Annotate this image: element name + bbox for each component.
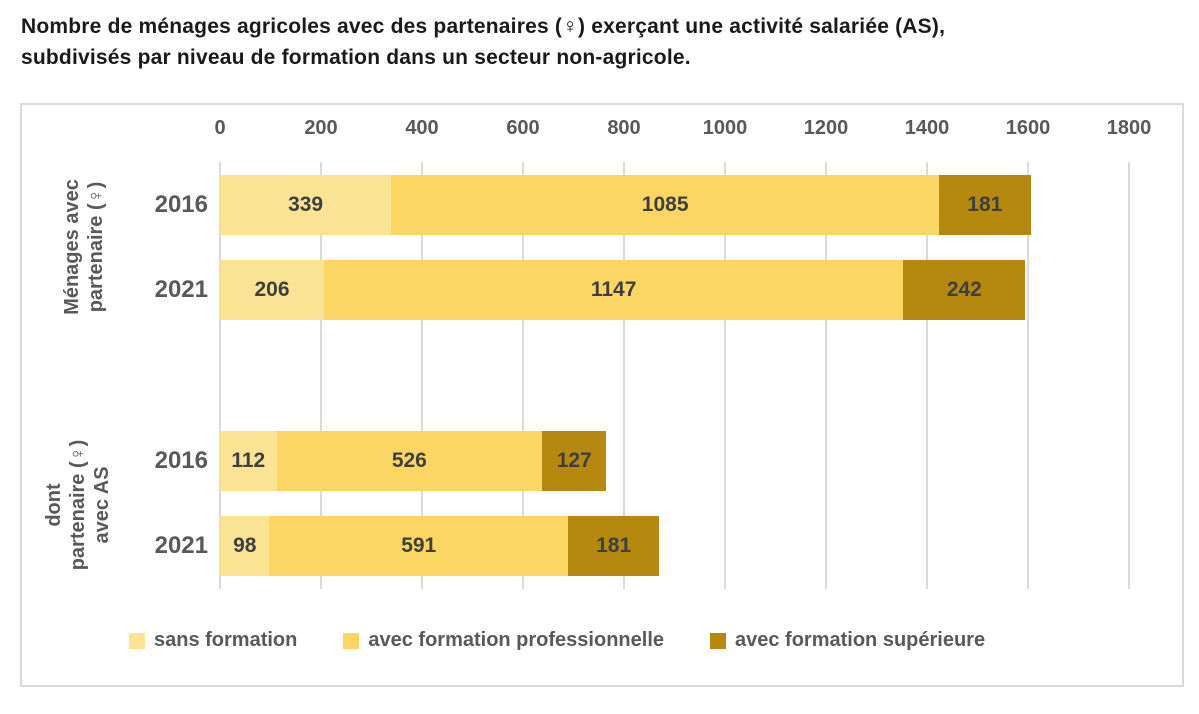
gridline (522, 162, 524, 589)
bar-value-label: 98 (233, 534, 257, 558)
bar-value-label: 339 (288, 192, 324, 216)
year-label-2016: 2016 (154, 446, 208, 474)
gridline (219, 162, 221, 589)
bar-value-label: 591 (401, 534, 437, 558)
year-label-2021: 2021 (154, 532, 208, 560)
gridline (724, 162, 726, 589)
legend-item-sans-formation: sans formation (129, 629, 297, 652)
chart-container: 0 200 400 600 800 1000 1200 1400 1600 1800 339 108… (20, 103, 1184, 687)
gridline (421, 162, 423, 589)
legend-label-sans-formation: sans formation (154, 629, 298, 651)
gridline (1027, 162, 1029, 589)
page-title-line-2: subdivisés par niveau de formation dans … (21, 46, 691, 69)
year-label-2021: 2021 (154, 276, 208, 304)
x-axis-tick: 600 (506, 117, 540, 139)
x-axis-tick: 200 (304, 117, 338, 139)
gridline (1128, 162, 1130, 589)
stacked-bar-2021: 206 1147 242 (220, 260, 1129, 321)
gridline (825, 162, 827, 589)
x-axis-tick: 1400 (904, 117, 950, 139)
bar-segment-sans-formation: 112 (220, 430, 277, 491)
stacked-bar-2016: 339 1085 181 (220, 174, 1129, 235)
year-label-2016: 2016 (154, 190, 208, 218)
legend: sans formation avec formation profession… (129, 629, 985, 652)
legend-swatch-avec-formation-professionnelle-icon (343, 632, 360, 649)
group-label-dont-partenaire-avec-as: dont partenaire (♀) avec AS (43, 439, 113, 571)
bar-value-label: 206 (254, 278, 290, 302)
gridline (320, 162, 322, 589)
stacked-bar-2021: 98 591 181 (220, 516, 1129, 577)
bar-value-label: 526 (391, 448, 427, 472)
plot-area: 339 1085 181 206 1147 242 112 526 127 98 591 181 (219, 162, 1130, 589)
page-title-line-1: Nombre de ménages agricoles avec des par… (21, 15, 946, 38)
bar-value-label: 112 (231, 448, 266, 472)
bar-value-label: 1085 (641, 192, 689, 216)
bar-value-label: 127 (556, 448, 592, 472)
x-axis-tick: 800 (607, 117, 641, 139)
bar-segment-avec-formation-professionnelle: 1147 (324, 260, 904, 321)
bar-segment-avec-formation-superieure: 181 (939, 174, 1031, 235)
bar-segment-avec-formation-superieure: 181 (567, 516, 660, 577)
x-axis-tick: 0 (214, 117, 226, 139)
x-axis-tick: 1200 (803, 117, 849, 139)
bar-segment-sans-formation: 206 (220, 260, 325, 321)
legend-label-avec-formation-superieure: avec formation supérieure (735, 629, 986, 651)
bar-value-label: 242 (946, 278, 982, 302)
group-label-menages-avec-partenaire: Ménages avec partenaire (♀) (61, 179, 107, 315)
bar-value-label: 1147 (590, 278, 637, 302)
legend-swatch-sans-formation-icon (129, 632, 145, 649)
bar-segment-avec-formation-superieure: 127 (542, 430, 607, 491)
bar-segment-avec-formation-professionnelle: 526 (276, 430, 543, 491)
x-axis-tick: 1000 (702, 117, 748, 139)
bar-segment-sans-formation: 339 (220, 174, 392, 235)
legend-label-avec-formation-professionnelle: avec formation professionnelle (368, 629, 664, 651)
page-title: Nombre de ménages agricoles avec des par… (21, 11, 945, 73)
bar-segment-avec-formation-professionnelle: 1085 (391, 174, 940, 235)
gridline (926, 162, 928, 589)
bar-segment-avec-formation-professionnelle: 591 (269, 516, 568, 577)
x-axis-tick: 1600 (1005, 117, 1051, 139)
bar-segment-avec-formation-superieure: 242 (903, 260, 1026, 321)
legend-item-avec-formation-superieure: avec formation supérieure (710, 629, 985, 652)
bar-segment-sans-formation: 98 (220, 516, 270, 577)
legend-swatch-avec-formation-superieure-icon (710, 632, 726, 649)
stacked-bar-2016: 112 526 127 (220, 430, 1129, 491)
bar-value-label: 181 (596, 534, 632, 558)
legend-item-avec-formation-professionnelle: avec formation professionnelle (343, 629, 664, 652)
bar-value-label: 181 (967, 192, 1003, 216)
gridline (623, 162, 625, 589)
x-axis-tick: 1800 (1106, 117, 1152, 139)
x-axis-tick: 400 (405, 117, 439, 139)
